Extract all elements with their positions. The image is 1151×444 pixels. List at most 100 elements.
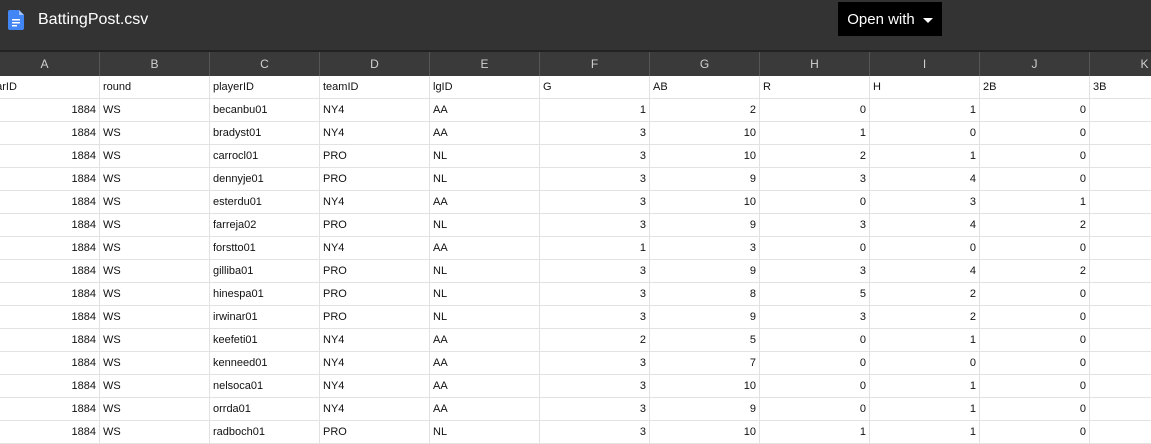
table-cell[interactable]: 1884	[0, 352, 100, 375]
table-cell[interactable]: 4	[870, 214, 980, 237]
table-cell[interactable]: AA	[430, 237, 540, 260]
table-cell[interactable]: 0	[870, 237, 980, 260]
table-cell[interactable]	[1090, 122, 1151, 145]
table-cell[interactable]: NY4	[320, 122, 430, 145]
table-cell[interactable]: NL	[430, 306, 540, 329]
table-cell[interactable]: 2	[870, 283, 980, 306]
table-cell[interactable]: bradyst01	[210, 122, 320, 145]
table-cell[interactable]: 1884	[0, 99, 100, 122]
table-cell[interactable]: WS	[100, 352, 210, 375]
table-cell[interactable]: WS	[100, 283, 210, 306]
table-cell[interactable]: WS	[100, 145, 210, 168]
table-cell[interactable]: PRO	[320, 145, 430, 168]
table-cell[interactable]: 3	[540, 145, 650, 168]
header-cell[interactable]: teamID	[320, 76, 430, 99]
table-cell[interactable]: 1	[870, 421, 980, 444]
table-cell[interactable]: 0	[760, 398, 870, 421]
table-cell[interactable]: 3	[540, 398, 650, 421]
table-cell[interactable]	[1090, 237, 1151, 260]
table-cell[interactable]: WS	[100, 191, 210, 214]
table-cell[interactable]: 2	[980, 260, 1090, 283]
header-cell[interactable]: 2B	[980, 76, 1090, 99]
column-header-b[interactable]: B	[100, 52, 210, 76]
table-cell[interactable]: NL	[430, 260, 540, 283]
table-cell[interactable]	[1090, 214, 1151, 237]
table-cell[interactable]: 0	[760, 375, 870, 398]
table-cell[interactable]: 0	[980, 352, 1090, 375]
header-cell[interactable]: H	[870, 76, 980, 99]
table-cell[interactable]: 7	[650, 352, 760, 375]
table-cell[interactable]: 2	[760, 145, 870, 168]
table-cell[interactable]: 1	[540, 99, 650, 122]
table-cell[interactable]: radboch01	[210, 421, 320, 444]
table-cell[interactable]: 0	[980, 421, 1090, 444]
open-with-button[interactable]: Open with	[838, 2, 942, 36]
table-cell[interactable]: 1884	[0, 168, 100, 191]
table-cell[interactable]: 3	[760, 168, 870, 191]
table-cell[interactable]: AA	[430, 375, 540, 398]
column-header-d[interactable]: D	[320, 52, 430, 76]
table-cell[interactable]: NY4	[320, 329, 430, 352]
table-cell[interactable]	[1090, 398, 1151, 421]
table-cell[interactable]: 1884	[0, 375, 100, 398]
table-cell[interactable]: 0	[870, 122, 980, 145]
table-cell[interactable]: 3	[760, 306, 870, 329]
table-cell[interactable]	[1090, 421, 1151, 444]
table-cell[interactable]: WS	[100, 375, 210, 398]
table-cell[interactable]: 1884	[0, 122, 100, 145]
table-cell[interactable]: 0	[760, 99, 870, 122]
table-cell[interactable]: 1	[870, 398, 980, 421]
table-cell[interactable]: 3	[540, 283, 650, 306]
table-cell[interactable]: 3	[540, 421, 650, 444]
column-header-i[interactable]: I	[870, 52, 980, 76]
table-cell[interactable]: 3	[540, 122, 650, 145]
table-cell[interactable]: 3	[760, 214, 870, 237]
table-cell[interactable]	[1090, 375, 1151, 398]
table-cell[interactable]: 9	[650, 260, 760, 283]
table-cell[interactable]: orrda01	[210, 398, 320, 421]
table-cell[interactable]: NL	[430, 421, 540, 444]
column-header-f[interactable]: F	[540, 52, 650, 76]
table-cell[interactable]: 9	[650, 214, 760, 237]
table-cell[interactable]: AA	[430, 191, 540, 214]
table-cell[interactable]: 1884	[0, 145, 100, 168]
table-cell[interactable]: NL	[430, 145, 540, 168]
table-cell[interactable]: 1884	[0, 329, 100, 352]
table-cell[interactable]: 0	[980, 375, 1090, 398]
table-cell[interactable]: 1884	[0, 398, 100, 421]
table-cell[interactable]: 3	[540, 168, 650, 191]
table-cell[interactable]: becanbu01	[210, 99, 320, 122]
header-cell[interactable]: playerID	[210, 76, 320, 99]
table-cell[interactable]	[1090, 352, 1151, 375]
spreadsheet-grid[interactable]: A B C D E F G H I J K earIDroundplayerID…	[0, 50, 1151, 444]
table-cell[interactable]: 2	[540, 329, 650, 352]
column-header-g[interactable]: G	[650, 52, 760, 76]
table-cell[interactable]: 1884	[0, 283, 100, 306]
table-cell[interactable]: PRO	[320, 168, 430, 191]
column-header-h[interactable]: H	[760, 52, 870, 76]
table-cell[interactable]: PRO	[320, 214, 430, 237]
table-cell[interactable]: NY4	[320, 352, 430, 375]
table-cell[interactable]: 9	[650, 306, 760, 329]
table-cell[interactable]	[1090, 283, 1151, 306]
table-cell[interactable]: keefeti01	[210, 329, 320, 352]
table-cell[interactable]: 1	[540, 237, 650, 260]
table-cell[interactable]: 2	[870, 306, 980, 329]
column-header-k[interactable]: K	[1090, 52, 1151, 76]
table-cell[interactable]: 3	[540, 260, 650, 283]
table-cell[interactable]: PRO	[320, 260, 430, 283]
header-cell[interactable]: earID	[0, 76, 100, 99]
table-cell[interactable]: 0	[980, 99, 1090, 122]
column-header-a[interactable]: A	[0, 52, 100, 76]
table-cell[interactable]: 1884	[0, 260, 100, 283]
table-cell[interactable]: 1	[980, 191, 1090, 214]
table-cell[interactable]: 0	[980, 145, 1090, 168]
table-cell[interactable]: 1884	[0, 421, 100, 444]
table-cell[interactable]: dennyje01	[210, 168, 320, 191]
table-cell[interactable]: AA	[430, 352, 540, 375]
table-cell[interactable]: 0	[980, 329, 1090, 352]
table-cell[interactable]: 1	[760, 122, 870, 145]
table-cell[interactable]: irwinar01	[210, 306, 320, 329]
table-cell[interactable]: 0	[980, 398, 1090, 421]
table-cell[interactable]: gilliba01	[210, 260, 320, 283]
